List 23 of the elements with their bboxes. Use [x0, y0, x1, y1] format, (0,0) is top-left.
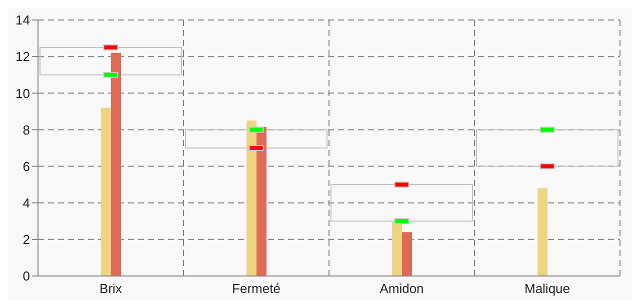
x-tick-label: Brix: [100, 281, 122, 296]
bar: [101, 108, 111, 276]
y-tick-label: 4: [22, 195, 30, 210]
y-tick-label: 0: [22, 268, 30, 284]
bar: [330, 184, 473, 222]
y-tick-label: 8: [22, 122, 30, 138]
bar: [402, 232, 412, 276]
x-tick-label: Amidon: [380, 281, 424, 296]
bar: [40, 46, 182, 76]
bar: [111, 52, 121, 276]
x-tick-label: Malique: [524, 281, 570, 296]
bar: [476, 129, 618, 167]
y-tick-label: 6: [22, 158, 30, 174]
x-tick-label: Fermeté: [232, 281, 280, 296]
y-tick-label: 14: [16, 12, 30, 28]
y-tick-label: 12: [16, 49, 30, 64]
bar: [538, 188, 548, 276]
bar: [256, 126, 266, 276]
y-tick-label: 2: [22, 232, 30, 248]
bar: [185, 129, 328, 148]
y-tick-label: 10: [16, 86, 30, 101]
bar: [392, 222, 402, 276]
bar: [246, 120, 256, 276]
